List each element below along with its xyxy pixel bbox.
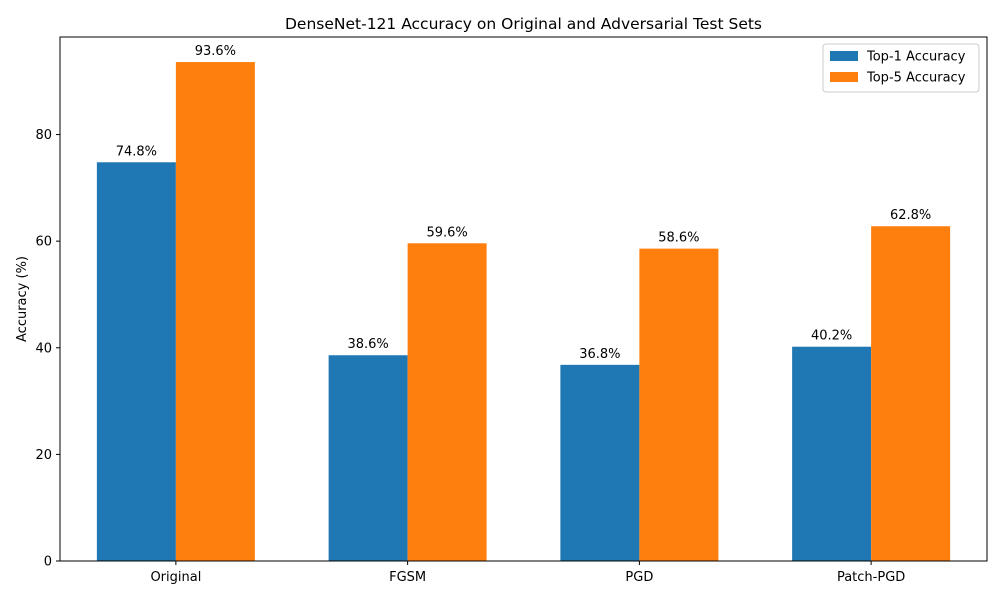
y-tick-label: 20: [35, 448, 52, 463]
chart-title: DenseNet-121 Accuracy on Original and Ad…: [285, 15, 762, 33]
bar-top-5-accuracy: [175, 62, 255, 561]
legend-swatch-top-5-accuracy: [830, 72, 858, 82]
data-labels-layer: 74.8% 38.6% 36.8% 40.2% 93.6% 59.6% 58.6% 62.8%: [116, 44, 932, 362]
data-label: 93.6%: [195, 44, 236, 59]
data-label: 62.8%: [890, 208, 931, 223]
x-axis: Original FGSM PGD Patch-PGD: [150, 561, 905, 585]
y-axis: 0 20 40 60 80: [35, 128, 60, 570]
data-label: 36.8%: [579, 347, 620, 362]
legend: Top-1 Accuracy Top-5 Accuracy: [822, 43, 980, 93]
bar-top-1-accuracy: [328, 355, 408, 561]
x-tick-label: PGD: [625, 570, 653, 585]
y-tick-label: 80: [35, 128, 52, 143]
plot-frame: [59, 36, 988, 562]
y-tick-label: 0: [44, 555, 52, 570]
bar-top-1-accuracy: [560, 364, 640, 561]
legend-label: Top-1 Accuracy: [866, 50, 966, 65]
x-tick-label: FGSM: [389, 570, 426, 585]
bars-layer: [96, 62, 951, 561]
x-tick-label: Original: [150, 570, 201, 585]
x-tick-label: Patch-PGD: [837, 570, 905, 585]
data-label: 58.6%: [658, 231, 699, 246]
data-label: 40.2%: [811, 329, 852, 344]
y-tick-label: 60: [35, 235, 52, 250]
bar-top-5-accuracy: [639, 248, 719, 561]
data-label: 59.6%: [426, 225, 467, 240]
bar-top-1-accuracy: [96, 162, 176, 561]
data-label: 38.6%: [347, 337, 388, 352]
bar-top-5-accuracy: [871, 226, 951, 561]
legend-swatch-top-1-accuracy: [830, 51, 858, 61]
bar-top-5-accuracy: [407, 243, 487, 561]
y-axis-label: Accuracy (%): [15, 256, 30, 342]
legend-box: [822, 43, 980, 93]
legend-label: Top-5 Accuracy: [866, 71, 966, 86]
bar-top-1-accuracy: [792, 346, 872, 561]
data-label: 74.8%: [116, 144, 157, 159]
y-tick-label: 40: [35, 341, 52, 356]
